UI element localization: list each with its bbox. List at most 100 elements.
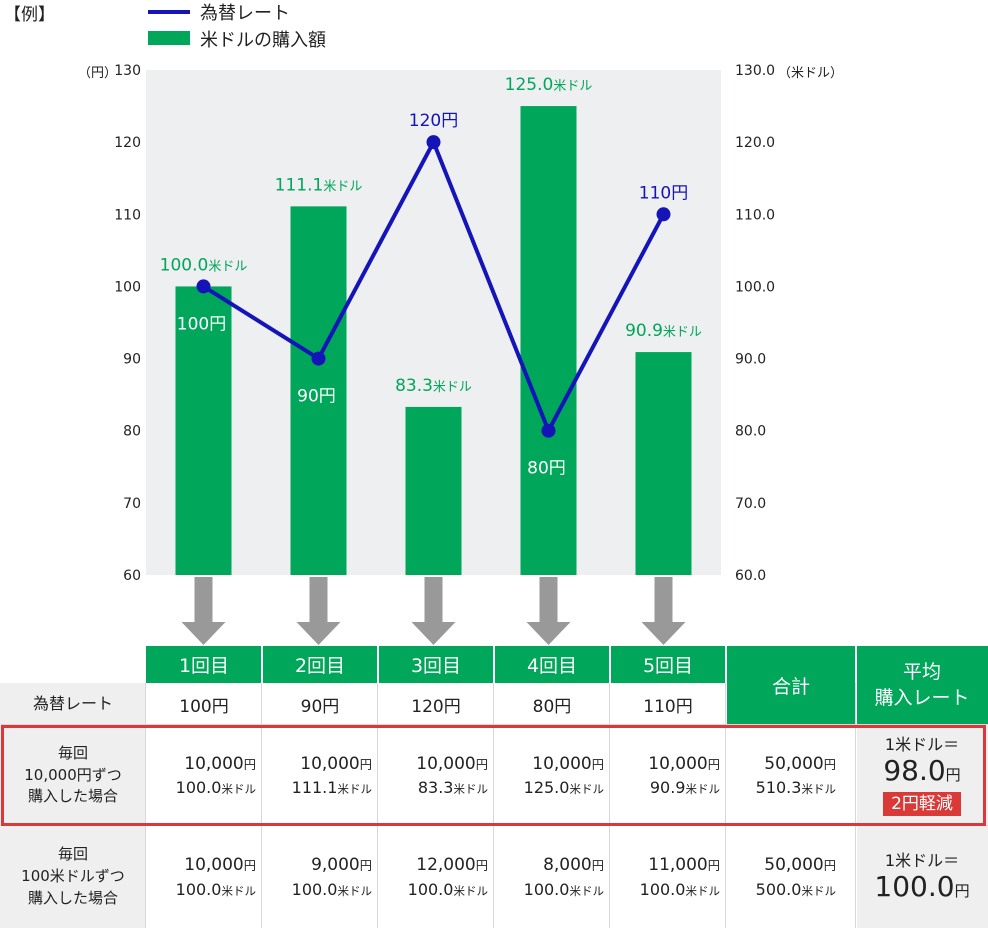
row-fixed-usd-amount-cell: 11,000円 100.0米ドル xyxy=(610,826,726,928)
legend-bar-label: 米ドルの購入額 xyxy=(200,30,326,51)
table-body-divider xyxy=(725,683,726,928)
avg-value-line: 100.0円 xyxy=(874,870,969,904)
usd-value: 100.0 xyxy=(639,879,686,899)
rate-point xyxy=(541,423,556,438)
usd-value: 100.0 xyxy=(407,879,454,899)
round-header: 5回目 xyxy=(610,646,726,683)
y-left-tick: 60 xyxy=(123,568,141,584)
avg-rate-header-line1: 平均 xyxy=(902,660,941,683)
usd-amount: 100.0米ドル xyxy=(176,776,256,799)
usd-value: 83.3 xyxy=(417,778,454,798)
usd-value: 90.9 xyxy=(649,778,686,798)
yen-unit: 円 xyxy=(707,859,720,874)
round-header: 2回目 xyxy=(262,646,378,683)
yen-amount: 10,000円 xyxy=(184,853,256,878)
rate-point xyxy=(196,279,211,294)
rate-data-label: 80円 xyxy=(527,459,566,479)
rate-cell: 120円 xyxy=(378,683,494,725)
yen-unit: 円 xyxy=(243,859,256,874)
row-fixed-usd-total-cell: 50,000円 500.0米ドル xyxy=(726,826,856,928)
rate-data-label: 110円 xyxy=(639,183,688,203)
bar-data-label: 100.0米ドル xyxy=(160,255,248,275)
y-right-tick: 80.0 xyxy=(735,424,766,440)
header-divider xyxy=(725,646,727,683)
usd-unit: 米ドル xyxy=(685,782,720,797)
y-left-tick: 70 xyxy=(123,496,141,512)
row-fixed-usd-avg-cell: 1米ドル＝ 100.0円 xyxy=(856,826,988,928)
table-body-divider xyxy=(609,683,610,928)
yen-amount: 12,000円 xyxy=(416,853,488,878)
yen-amount: 10,000円 xyxy=(184,752,256,777)
y-left-tick: 90 xyxy=(123,352,141,368)
row-fixed-usd-amount-cell: 10,000円 100.0米ドル xyxy=(146,826,262,928)
row-fixed-yen-label-line3: 購入した場合 xyxy=(27,787,118,806)
usd-unit: 米ドル xyxy=(337,782,372,797)
y-right-tick: 120.0 xyxy=(735,135,775,151)
usd-amount: 111.1米ドル xyxy=(292,776,372,799)
rate-point xyxy=(426,135,441,150)
y-right-tick: 110.0 xyxy=(735,207,775,223)
bar xyxy=(635,352,692,575)
y-right-tick: 130.0 xyxy=(735,63,775,79)
yen-amount: 10,000円 xyxy=(416,752,488,777)
yen-amount: 8,000円 xyxy=(543,853,604,878)
reduction-badge: 2円軽減 xyxy=(883,791,961,817)
yen-amount: 11,000円 xyxy=(648,853,720,878)
yen-value: 12,000 xyxy=(416,855,476,876)
y-left-tick: 80 xyxy=(123,424,141,440)
row-fixed-usd-label-line2: 100米ドルずつ xyxy=(21,867,125,886)
table-col-divider xyxy=(377,646,379,928)
rate-point xyxy=(656,207,671,222)
total-yen-value: 50,000 xyxy=(764,753,824,774)
y-left-tick: 120 xyxy=(114,135,141,151)
rate-row-label: 為替レート xyxy=(0,683,146,725)
rate-point xyxy=(311,351,326,366)
y-right-tick: 100.0 xyxy=(735,279,775,295)
rate-data-label: 90円 xyxy=(297,387,336,407)
y-left-tick: 130 xyxy=(114,63,141,79)
yen-unit: 円 xyxy=(475,757,488,772)
header-divider xyxy=(493,646,495,683)
bar xyxy=(175,286,232,575)
down-arrow xyxy=(181,577,226,645)
total-usd-value: 510.3 xyxy=(755,778,802,798)
y-right-tick: 90.0 xyxy=(735,352,766,368)
header-divider xyxy=(377,646,379,683)
usd-unit: 米ドル xyxy=(221,782,256,797)
rate-cell: 110円 xyxy=(610,683,726,725)
yen-value: 10,000 xyxy=(416,753,476,774)
example-label: 【例】 xyxy=(4,5,55,25)
table-col-divider xyxy=(725,646,727,928)
yen-amount: 9,000円 xyxy=(311,853,372,878)
yen-value: 10,000 xyxy=(184,855,244,876)
rate-cell: 80円 xyxy=(494,683,610,725)
total-usd: 510.3米ドル xyxy=(756,776,836,799)
bar xyxy=(290,206,347,575)
down-arrow xyxy=(526,577,571,645)
usd-amount: 100.0米ドル xyxy=(176,878,256,901)
table-row-divider xyxy=(0,724,988,725)
yen-unit: 円 xyxy=(707,757,720,772)
usd-value: 100.0 xyxy=(523,879,570,899)
y-right-tick: 70.0 xyxy=(735,496,766,512)
down-arrow xyxy=(641,577,686,645)
usd-amount: 100.0米ドル xyxy=(524,878,604,901)
yen-unit: 円 xyxy=(475,859,488,874)
avg-rate-header-line2: 購入レート xyxy=(874,686,970,709)
row-fixed-yen-total-cell: 50,000円 510.3米ドル xyxy=(726,725,856,826)
usd-amount: 83.3米ドル xyxy=(418,776,488,799)
yen-unit: 円 xyxy=(243,757,256,772)
row-fixed-yen-amount-cell: 10,000円 125.0米ドル xyxy=(494,725,610,826)
yen-value: 11,000 xyxy=(648,855,708,876)
yen-unit: 円 xyxy=(359,859,372,874)
table-body-divider xyxy=(145,683,146,928)
yen-unit: 円 xyxy=(823,859,836,874)
table-col-divider xyxy=(609,646,611,928)
table-col-divider xyxy=(855,646,857,928)
yen-unit: 円 xyxy=(591,757,604,772)
table-body-divider xyxy=(855,683,856,928)
legend-bar-swatch xyxy=(148,31,190,45)
total-yen: 50,000円 xyxy=(764,752,836,777)
usd-unit: 米ドル xyxy=(337,883,372,898)
yen-value: 10,000 xyxy=(532,753,592,774)
